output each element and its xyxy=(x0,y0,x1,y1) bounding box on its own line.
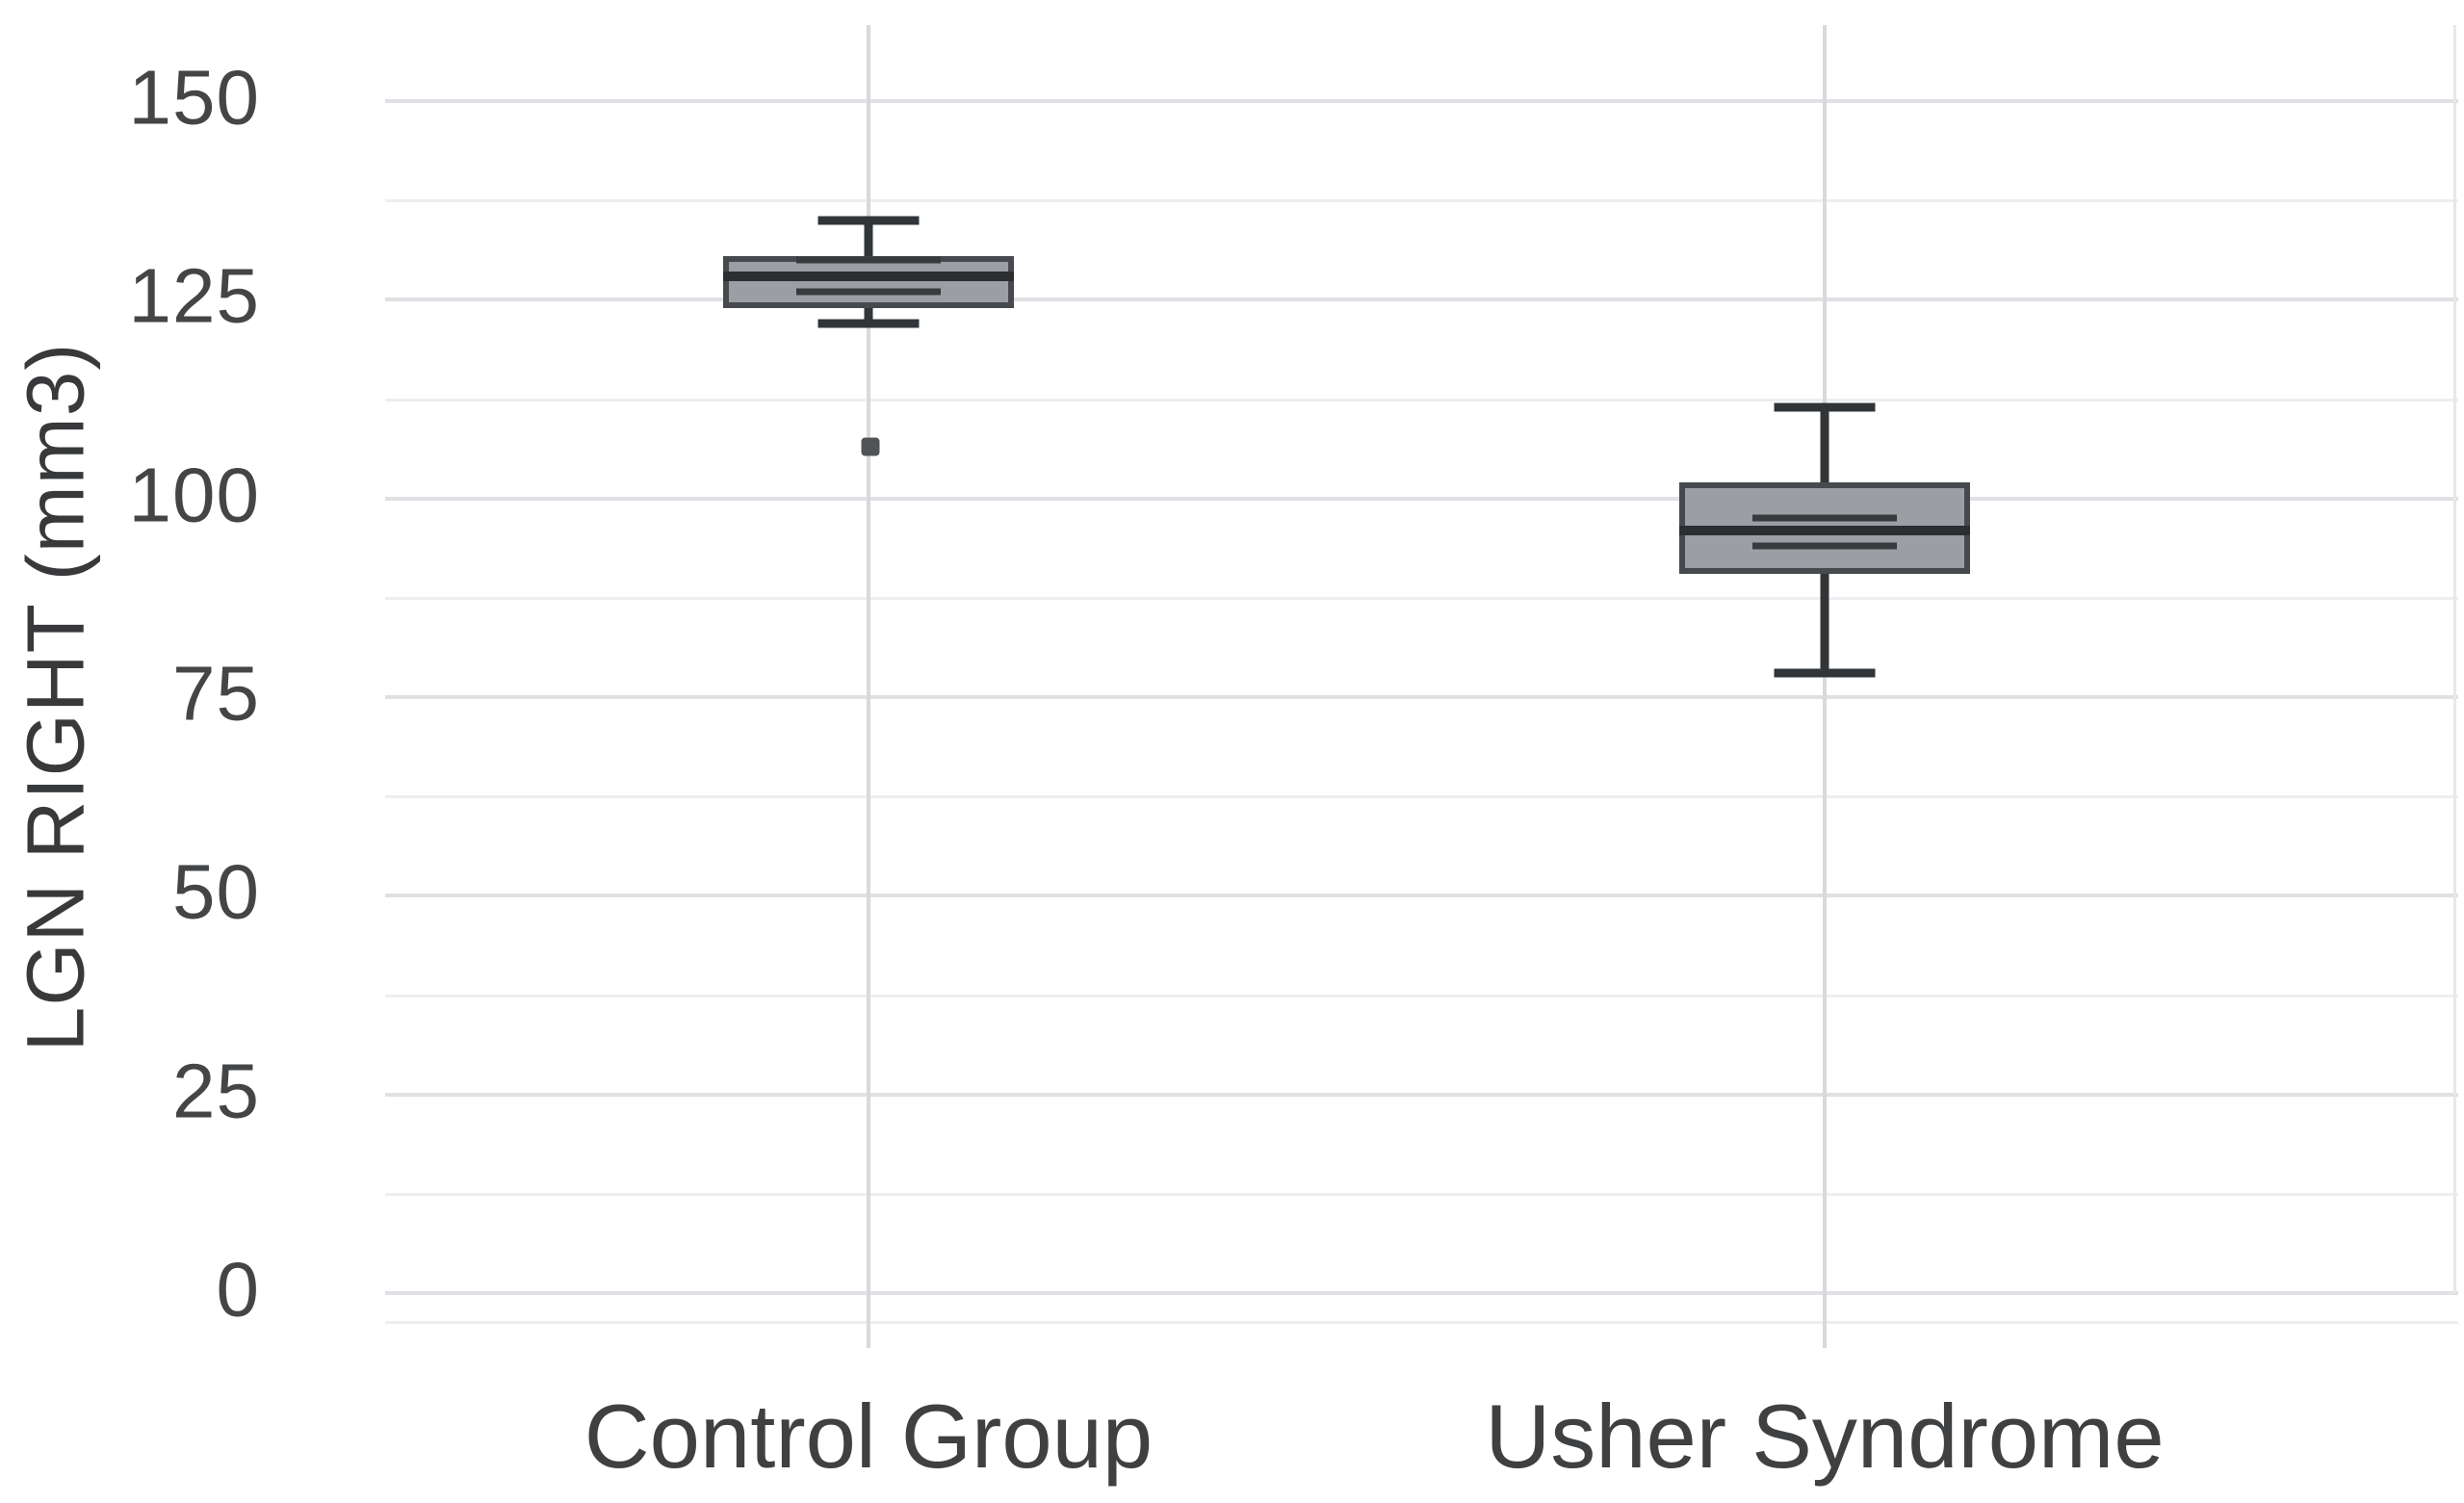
outlier-point-0 xyxy=(861,437,880,456)
y-tick-label-50: 50 xyxy=(172,848,260,935)
y-tick-label-25: 25 xyxy=(172,1048,260,1134)
major-gridline-50 xyxy=(385,894,2458,897)
major-gridline-0 xyxy=(385,1291,2458,1295)
major-gridline-100 xyxy=(385,497,2458,501)
iqr-box xyxy=(723,256,1014,308)
major-gridline-125 xyxy=(385,298,2458,301)
x-category-label-0: Control Group xyxy=(584,1386,1154,1487)
axis-baseline xyxy=(385,1321,2458,1324)
minor-gridline-87.5 xyxy=(385,597,2458,600)
major-gridline-25 xyxy=(385,1093,2458,1097)
major-gridline-150 xyxy=(385,99,2458,103)
y-tick-label-75: 75 xyxy=(172,650,260,737)
median-line xyxy=(1679,526,1970,535)
x-category-label-1: Usher Syndrome xyxy=(1485,1386,2165,1487)
category-gridline-1 xyxy=(1823,25,1827,1348)
minor-gridline-112.5 xyxy=(385,399,2458,402)
major-gridline-75 xyxy=(385,695,2458,699)
y-tick-label-100: 100 xyxy=(128,452,260,538)
ci-line-1 xyxy=(1752,514,1897,522)
whisker-cap-low xyxy=(1774,668,1876,678)
whisker-cap-low xyxy=(817,319,920,328)
minor-gridline-137.5 xyxy=(385,199,2458,202)
median-line xyxy=(723,272,1014,281)
ci-line-1 xyxy=(796,256,941,264)
y-tick-label-125: 125 xyxy=(128,252,260,339)
minor-gridline-62.5 xyxy=(385,795,2458,798)
whisker-cap-high xyxy=(817,216,920,225)
minor-gridline-37.5 xyxy=(385,995,2458,998)
minor-gridline-12.5 xyxy=(385,1193,2458,1196)
whisker-cap-high xyxy=(1774,402,1876,412)
y-tick-label-150: 150 xyxy=(128,54,260,141)
category-gridline-0 xyxy=(867,25,870,1348)
y-tick-label-0: 0 xyxy=(216,1246,260,1333)
right-edge-gridline xyxy=(2453,25,2456,1293)
ci-line-0 xyxy=(1752,542,1897,550)
ci-line-0 xyxy=(796,288,941,296)
